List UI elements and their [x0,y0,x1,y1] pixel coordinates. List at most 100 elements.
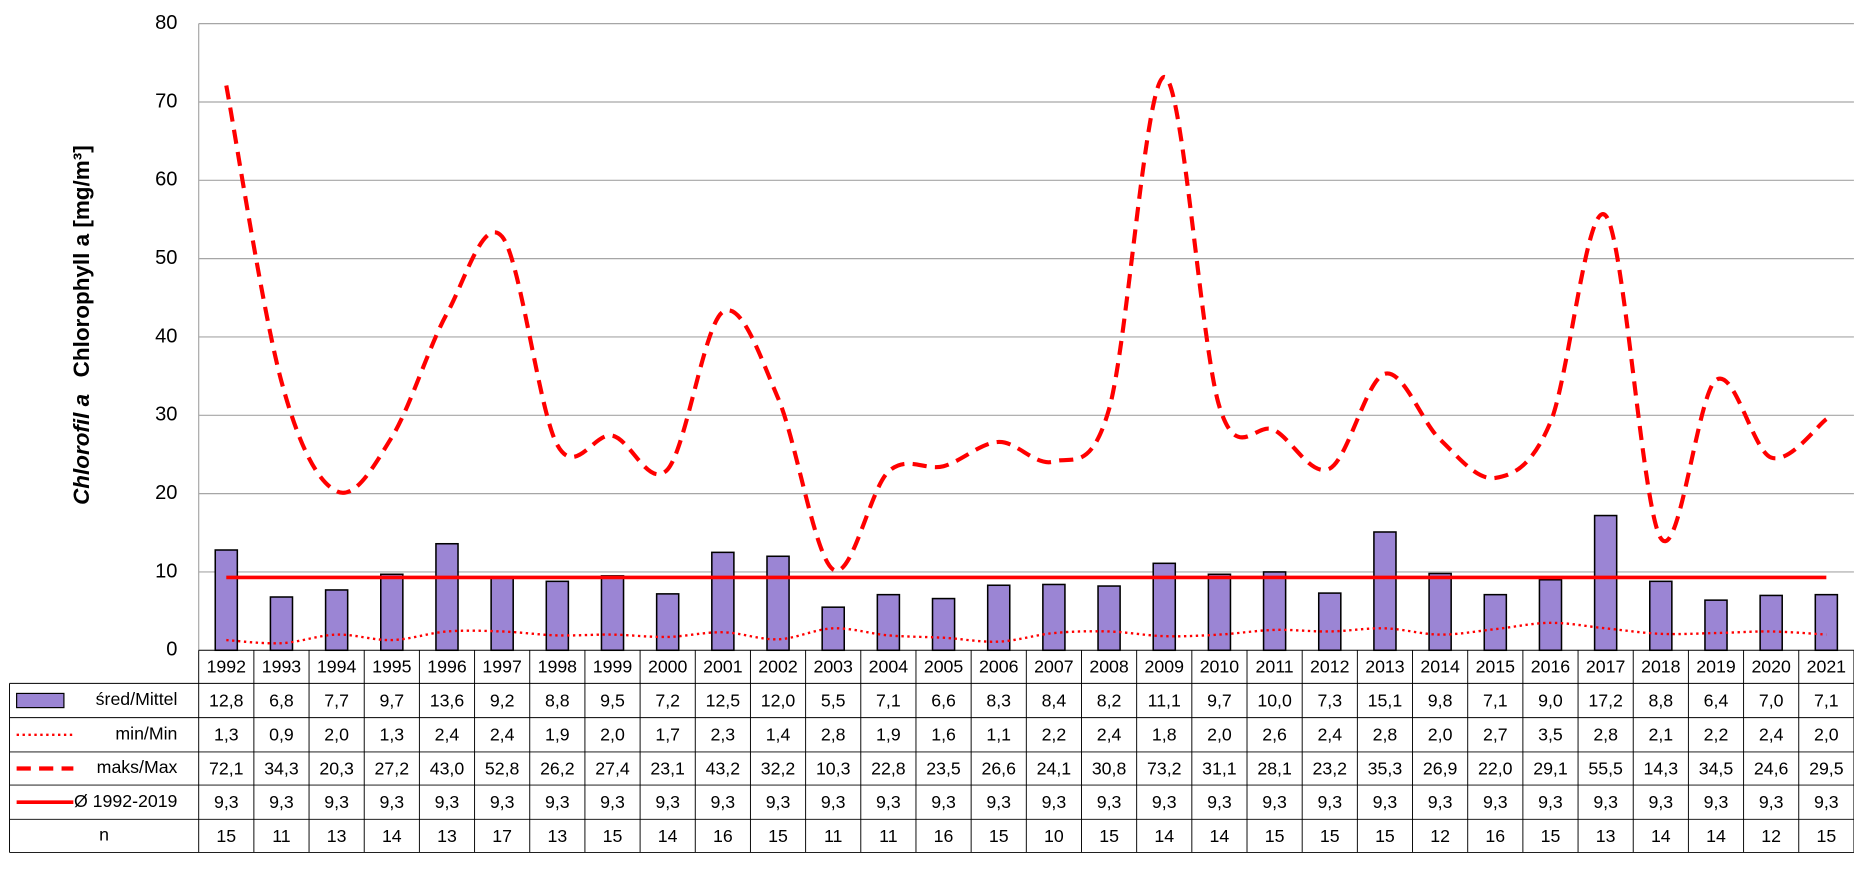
bar [1704,599,1728,652]
x-tick-label: 1992 [207,657,246,677]
table-cell: 8,8 [545,690,570,710]
bar [380,573,404,652]
x-tick-label: 2020 [1751,657,1791,677]
table-cell: 9,3 [1317,792,1342,812]
table-cell: 43,0 [430,758,465,778]
bar [711,551,735,652]
table-cell: 7,1 [876,690,901,710]
table-cell: 14 [658,826,678,846]
bar [1649,580,1673,652]
table-cell: 2,0 [1814,725,1839,745]
x-tick-label: 2009 [1145,657,1185,677]
table-cell: 24,1 [1037,758,1072,778]
table-cell: 22,8 [871,758,906,778]
table-cell: 10,0 [1257,690,1292,710]
table-cell: 2,2 [1042,725,1067,745]
table-cell: 27,4 [595,758,630,778]
bar [545,580,570,652]
bar [1042,583,1066,652]
x-tick-label: 2019 [1696,657,1736,677]
table-cell: 9,3 [1428,792,1453,812]
y-tick-label: 30 [155,404,177,426]
table-cell: 8,8 [1648,690,1673,710]
table-cell: 15 [216,826,236,846]
y-axis-label: Chlorofil a Chlorophyll a [mg/m³] [69,145,94,505]
bar [1483,593,1508,652]
table-cell: 8,2 [1097,690,1122,710]
table-cell: 9,3 [1262,792,1287,812]
table-cell: 9,3 [1042,792,1067,812]
table-cell: 2,4 [1317,725,1342,745]
legend-label: śred/Mittel [96,689,178,709]
table-cell: 2,4 [490,725,515,745]
table-cell: 32,2 [761,758,796,778]
table-cell: 27,2 [375,758,410,778]
bar [1538,579,1563,652]
table-cell: 1,7 [655,725,680,745]
table-cell: 7,0 [1759,690,1784,710]
table-cell: 12,5 [706,690,741,710]
table-cell: 11 [879,826,897,846]
table-cell: 14 [1651,826,1671,846]
x-tick-label: 2000 [648,657,688,677]
y-tick-label: 70 [155,90,177,112]
table-cell: 9,3 [766,792,791,812]
table-cell: 9,3 [931,792,956,812]
bar [1207,573,1232,652]
table-cell: 2,3 [711,725,736,745]
table-cell: 9,3 [545,792,570,812]
table-cell: 24,6 [1754,758,1789,778]
x-tick-label: 2006 [979,657,1019,677]
y-tick-label: 40 [155,325,177,347]
y-label-italic: Chlorofil a [69,394,94,505]
table-cell: 31,1 [1202,758,1237,778]
table-cell: 2,4 [1759,725,1784,745]
table-cell: 2,6 [1262,725,1287,745]
x-tick-label: 1994 [317,657,357,677]
legend-label: min/Min [115,723,177,743]
y-tick-label: 10 [155,560,177,582]
table-cell: 12,8 [209,690,244,710]
y-label-main: Chlorophyll a [mg/m³] [69,145,94,377]
x-tick-label: 2001 [703,657,742,677]
table-cell: 1,8 [1152,725,1177,745]
table-cell: 14 [382,826,402,846]
table-cell: 14 [1154,826,1174,846]
table-cell: 9,3 [1759,792,1784,812]
table-cell: 29,1 [1533,758,1568,778]
bar [1262,571,1287,652]
table-cell: 7,1 [1814,690,1839,710]
x-tick-label: 1996 [427,657,467,677]
table-cell: 2,0 [600,725,625,745]
table-cell: 9,2 [490,690,515,710]
table-cell: 20,3 [319,758,354,778]
bar [931,597,956,652]
table-cell: 73,2 [1147,758,1182,778]
table-cell: 16 [1485,826,1505,846]
table-cell: 15 [1541,826,1561,846]
table-cell: 2,2 [1704,725,1729,745]
line-dotted [226,621,1827,645]
table-cell: 13 [327,826,347,846]
line-dashed [224,74,1828,573]
table-cell: 15 [1320,826,1340,846]
table-cell: 1,6 [931,725,956,745]
table-cell: 9,3 [1373,792,1398,812]
table-cell: 9,3 [1097,792,1122,812]
table-cell: 23,2 [1313,758,1348,778]
table-cell: 11 [824,826,842,846]
table-cell: 15 [768,826,788,846]
table-cell: 9,3 [1814,792,1839,812]
table-cell: 13,6 [430,690,465,710]
table-cell: 9,3 [490,792,515,812]
x-tick-label: 2013 [1365,657,1405,677]
table-cell: 2,1 [1648,725,1673,745]
table-cell: 13 [437,826,457,846]
table-cell: 5,5 [821,690,846,710]
table-cell: 55,5 [1588,758,1623,778]
table-cell: 43,2 [706,758,741,778]
table-cell: 13 [547,826,567,846]
bar [986,584,1011,652]
